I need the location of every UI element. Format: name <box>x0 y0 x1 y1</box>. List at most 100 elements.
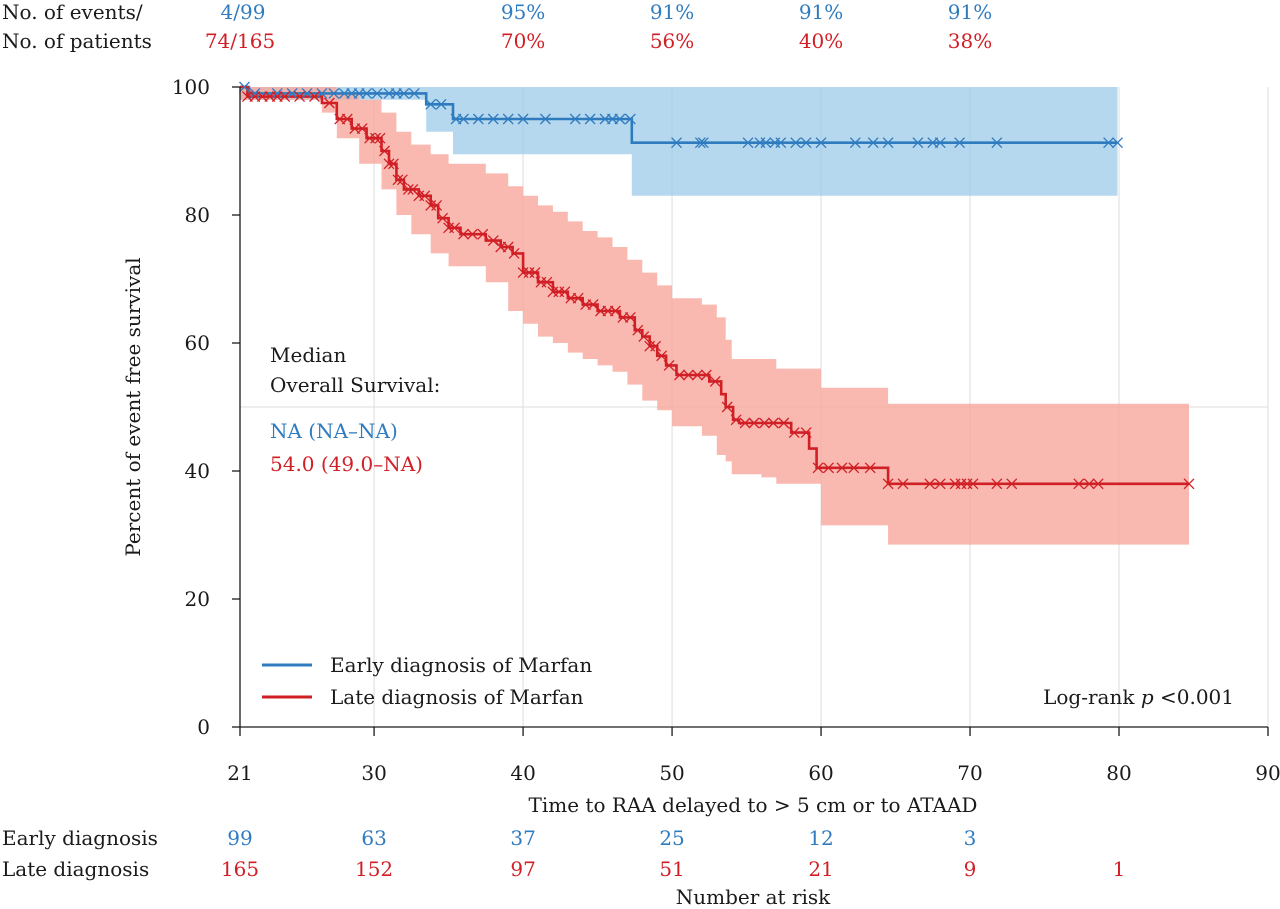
header-late-percent: 56% <box>650 29 694 53</box>
censor-mark-late <box>1083 478 1095 490</box>
risk-row-label-late: Late diagnosis <box>2 857 149 881</box>
risk-value-early: 3 <box>964 826 977 850</box>
risk-value-late: 21 <box>808 857 833 881</box>
censor-mark-early <box>301 87 313 99</box>
censor-mark-late <box>541 276 553 288</box>
censor-mark-early <box>517 113 529 125</box>
censor-mark-early <box>912 137 924 149</box>
censor-mark-late <box>279 91 291 103</box>
x-tick-label-30: 30 <box>361 761 386 785</box>
risk-value-early: 99 <box>227 826 252 850</box>
censor-mark-early <box>286 87 298 99</box>
censor-mark-late <box>864 462 876 474</box>
survival-curve-early <box>240 85 1118 144</box>
header-early-percent: 95% <box>501 0 545 24</box>
chart-text: No. of events/ No. of patients 4/99 74/1… <box>2 0 1234 909</box>
censor-mark-late <box>836 462 848 474</box>
censor-mark-early <box>815 137 827 149</box>
censor-mark-late <box>587 299 599 311</box>
censor-mark-late <box>341 113 353 125</box>
censor-mark-late <box>431 199 443 211</box>
censor-mark-late <box>529 267 541 279</box>
censor-mark-late <box>823 462 834 474</box>
censor-mark-late <box>356 123 368 135</box>
censor-mark-early <box>800 137 812 149</box>
censor-mark-late <box>812 462 824 474</box>
x-axis-label: Time to RAA delayed to > 5 cm or to ATAA… <box>529 793 978 817</box>
risk-value-late: 165 <box>221 857 259 881</box>
y-tick-label-60: 60 <box>185 331 210 355</box>
censor-mark-late <box>379 145 390 157</box>
censor-mark-late <box>323 97 335 109</box>
logrank-annotation: Log-rank p <0.001 <box>1043 685 1234 709</box>
censor-mark-early <box>775 137 787 149</box>
x-tick-label-40: 40 <box>510 761 535 785</box>
censor-mark-early <box>760 137 772 149</box>
header-early-percent: 91% <box>799 0 843 24</box>
y-tick-label-80: 80 <box>185 203 210 227</box>
censor-mark-early <box>539 113 551 125</box>
censor-mark-late <box>758 417 770 429</box>
censor-mark-early <box>697 137 709 149</box>
censor-mark-late <box>674 369 685 381</box>
logrank-value: <0.001 <box>1154 685 1234 709</box>
censor-mark-late <box>788 427 800 439</box>
censor-mark-early <box>316 87 328 99</box>
risk-value-early: 37 <box>510 826 535 850</box>
legend-late-label: Late diagnosis of Marfan <box>330 685 584 709</box>
censor-mark-late <box>924 478 936 490</box>
censor-mark-late <box>387 158 399 170</box>
censor-mark-late <box>437 212 449 224</box>
censor-mark-early <box>882 137 894 149</box>
censor-mark-early <box>569 113 581 125</box>
censor-mark-early <box>934 137 946 149</box>
header-late-percent: 40% <box>799 29 843 53</box>
censor-mark-early <box>584 113 596 125</box>
censor-mark-late <box>402 183 414 195</box>
censor-mark-early <box>1112 137 1123 149</box>
header-early-percent: 91% <box>948 0 992 24</box>
censor-mark-early <box>790 137 802 149</box>
censor-mark-late <box>396 174 408 186</box>
censor-mark-late <box>508 247 520 259</box>
censor-mark-late <box>487 235 499 247</box>
censor-mark-early <box>991 137 1003 149</box>
censor-mark-late <box>882 478 894 490</box>
axes <box>232 86 1269 736</box>
censor-mark-late <box>458 228 469 240</box>
x-tick-label-80: 80 <box>1106 761 1131 785</box>
x-tick-label-70: 70 <box>957 761 982 785</box>
risk-value-early: 12 <box>808 826 833 850</box>
censor-mark-early <box>502 113 514 125</box>
censor-mark-late <box>848 462 860 474</box>
censor-mark-early <box>742 137 754 149</box>
header-late-percent: 38% <box>948 29 992 53</box>
censor-mark-early <box>328 87 340 99</box>
censor-mark-early <box>954 137 966 149</box>
header-label-events: No. of events/ <box>2 0 143 24</box>
y-tick-label-0: 0 <box>197 715 210 739</box>
x-tick-label-50: 50 <box>659 761 684 785</box>
censor-mark-late <box>778 417 790 429</box>
censor-mark-late <box>691 369 703 381</box>
censor-mark-early <box>472 113 484 125</box>
censor-mark-early <box>239 81 250 93</box>
censor-mark-early <box>361 87 373 99</box>
censor-mark-early <box>614 113 626 125</box>
censor-mark-late <box>477 228 489 240</box>
censor-mark-early <box>249 87 261 99</box>
header-late-percent: 70% <box>501 29 545 53</box>
x-tick-label-90: 90 <box>1255 761 1280 785</box>
risk-row-label-early: Early diagnosis <box>2 826 158 850</box>
censor-mark-late <box>748 417 760 429</box>
censor-mark-early <box>487 113 499 125</box>
censor-mark-late <box>1092 478 1104 490</box>
censor-mark-early <box>867 137 879 149</box>
censor-mark-late <box>572 292 584 304</box>
censor-mark-late <box>309 91 320 103</box>
median-label-line2: Overall Survival: <box>270 373 440 397</box>
censor-mark-early <box>398 87 410 99</box>
censor-mark-late <box>419 190 431 202</box>
median-late-value: 54.0 (49.0–NA) <box>270 452 423 476</box>
